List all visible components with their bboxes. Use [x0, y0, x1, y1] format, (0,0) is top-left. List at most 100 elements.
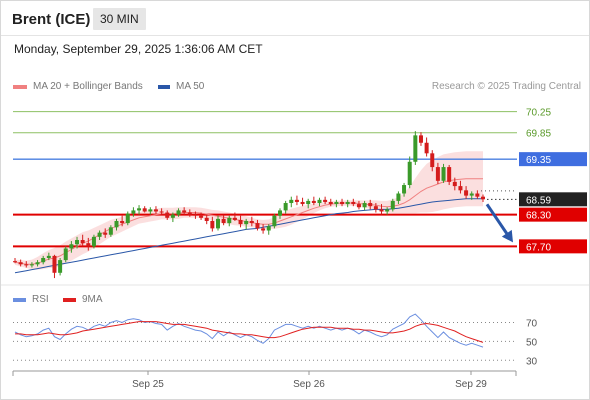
datetime-label: Monday, September 29, 2025 1:36:06 AM CE… [14, 42, 263, 56]
candle-body [227, 217, 232, 224]
candle [368, 199, 373, 210]
candle [328, 198, 333, 207]
candle-body [289, 199, 294, 204]
candle [227, 215, 232, 227]
candle-body [266, 226, 271, 231]
candle-body [300, 201, 305, 205]
level-tag-67.70 [519, 239, 587, 254]
candle [52, 254, 57, 279]
candle-body [41, 257, 46, 263]
candle [165, 210, 170, 220]
candle [306, 198, 311, 209]
candle [18, 259, 23, 267]
candle-body [345, 201, 350, 205]
candle [137, 205, 142, 215]
candle [390, 198, 395, 212]
candle [283, 200, 288, 214]
rsi-tick-label-30: 30 [526, 356, 538, 367]
candle [261, 224, 266, 234]
candle-body [452, 181, 457, 187]
candle [373, 203, 378, 213]
candle-body [272, 215, 277, 227]
level-label-69.35: 69.35 [526, 155, 551, 166]
candle [58, 257, 63, 276]
candle-body [182, 210, 187, 213]
level-label-67.70: 67.70 [526, 242, 551, 253]
rsi-series-9ma [15, 321, 484, 343]
candle-body [108, 227, 113, 235]
candle-body [176, 210, 181, 215]
candle [46, 252, 51, 261]
candle [80, 234, 85, 247]
candle [278, 208, 283, 219]
candle [407, 156, 412, 189]
rsi-swatch [13, 297, 26, 302]
candle-body [97, 232, 102, 237]
candle-body [29, 264, 34, 266]
candle [334, 199, 339, 208]
candle-body [35, 262, 40, 265]
candle [385, 207, 390, 215]
candle-body [63, 248, 68, 261]
candle [153, 206, 158, 214]
legend-9ma: 9MA [63, 294, 103, 305]
candle-body [430, 153, 435, 168]
candle [125, 211, 130, 226]
candle-body [447, 167, 452, 182]
candle-body [221, 218, 226, 224]
candle [475, 190, 480, 199]
candle-body [86, 243, 91, 247]
candle [481, 194, 485, 202]
candle [362, 200, 367, 211]
candle [447, 164, 452, 186]
candle-body [261, 228, 266, 231]
candle [97, 230, 102, 241]
credit-text: Research © 2025 Trading Central [431, 81, 581, 92]
candle-body [294, 199, 299, 202]
candle [294, 195, 299, 206]
candle-body [249, 220, 254, 224]
candle [424, 137, 429, 157]
candle-body [441, 167, 446, 181]
instrument-title: Brent (ICE) [12, 11, 91, 28]
candle-body [91, 236, 96, 247]
candle-body [481, 196, 485, 200]
candle [103, 228, 108, 238]
level-tag-68.30 [519, 207, 587, 222]
candle-body [120, 220, 125, 224]
candle [441, 163, 446, 183]
candle [317, 197, 322, 207]
candle [75, 236, 80, 249]
candle-body [340, 201, 345, 205]
level-label-69.85: 69.85 [526, 129, 551, 140]
candle-body [215, 218, 220, 229]
bollinger-band [15, 151, 483, 270]
candle-body [407, 161, 412, 186]
candle [108, 225, 113, 237]
candle-body [153, 209, 158, 212]
candle-body [385, 209, 390, 212]
timeframe-badge[interactable]: 30 MIN [93, 8, 146, 30]
candle-body [255, 223, 260, 229]
x-tick-label: Sep 25 [132, 379, 164, 390]
legend-ma50: MA 50 [158, 81, 204, 92]
candle-body [362, 203, 367, 208]
candle [159, 208, 164, 215]
candle [396, 191, 401, 205]
candle [272, 213, 277, 229]
candle-body [413, 135, 418, 162]
candle [86, 237, 91, 251]
header-bar: Brent (ICE) 30 MIN [1, 1, 589, 36]
candle [215, 215, 220, 231]
candle [221, 214, 226, 226]
candle-body [24, 264, 29, 266]
legend-9ma-label: 9MA [82, 294, 103, 305]
candle [402, 182, 407, 197]
projection-arrow-shaft [485, 203, 510, 237]
candle [300, 197, 305, 207]
candle-body [418, 135, 423, 143]
candle [182, 207, 187, 215]
candle [29, 262, 34, 268]
level-label-68.30: 68.30 [526, 211, 551, 222]
